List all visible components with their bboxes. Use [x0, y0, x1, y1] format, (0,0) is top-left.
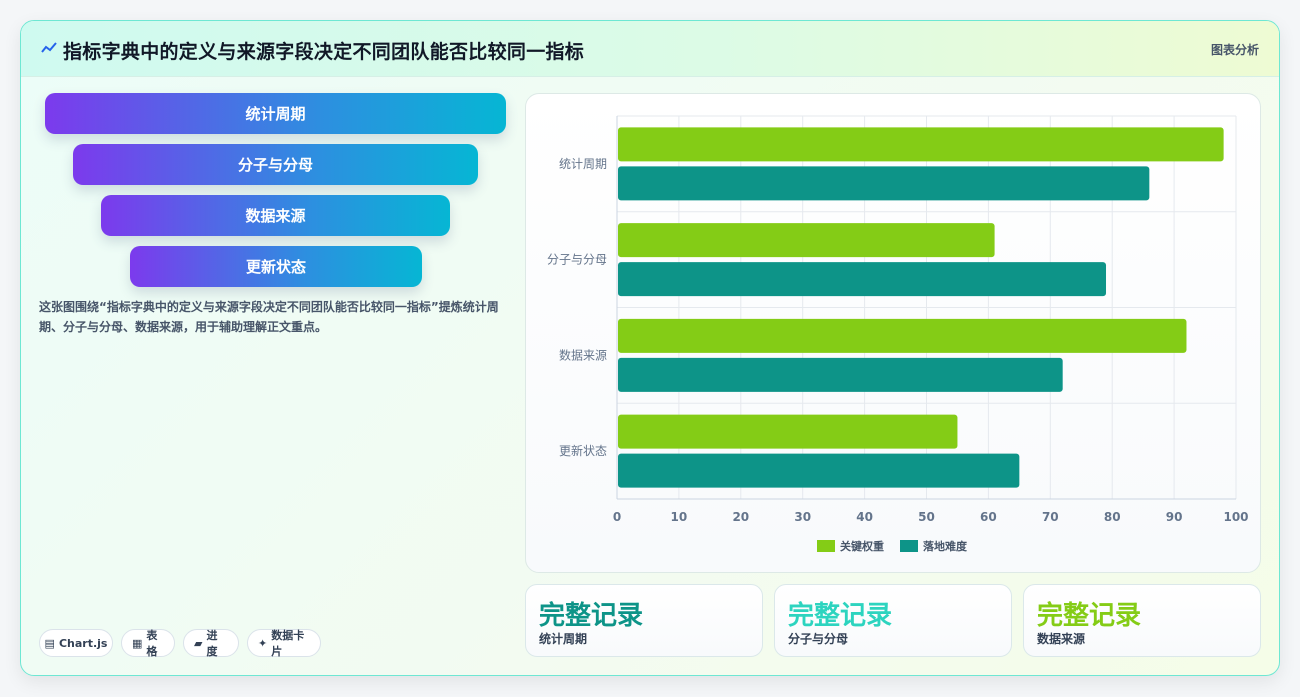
y-tick-label: 更新状态	[559, 443, 607, 458]
chart-analysis-tag: 图表分析	[1210, 43, 1259, 57]
legend-label: 落地难度	[923, 539, 968, 553]
bar	[618, 166, 1150, 201]
stat-label: 数据来源	[1037, 632, 1086, 646]
pill-chartjs[interactable]: ▤ Chart.js	[39, 629, 113, 657]
bar	[618, 357, 1063, 392]
pill-data-card[interactable]: ✦ 数据卡片	[247, 629, 321, 658]
progress-icon: ▰	[194, 636, 203, 650]
x-tick-label: 10	[671, 510, 688, 524]
legend-swatch	[900, 540, 918, 552]
x-tick-label: 90	[1166, 510, 1183, 524]
x-tick-label: 60	[980, 510, 997, 524]
bar	[618, 414, 958, 449]
page-title: 指标字典中的定义与来源字段决定不同团队能否比较同一指标	[63, 41, 585, 63]
pill-label: Chart.js	[58, 636, 108, 650]
pill-label: 进度	[206, 629, 218, 658]
x-tick-label: 50	[918, 510, 935, 524]
stat-value: 完整记录	[539, 601, 644, 631]
stat-label: 统计周期	[539, 632, 588, 646]
sparkle-icon: ✦	[258, 636, 268, 650]
x-tick-label: 40	[856, 510, 873, 524]
x-tick-label: 0	[613, 510, 621, 524]
header: 指标字典中的定义与来源字段决定不同团队能否比较同一指标 图表分析	[21, 21, 1279, 77]
stat-card-1: 完整记录 统计周期	[525, 584, 763, 657]
pill-label: 数据卡片	[271, 629, 305, 658]
bar	[618, 127, 1224, 162]
y-tick-label: 分子与分母	[547, 253, 607, 267]
stat-card-2: 完整记录 分子与分母	[774, 584, 1012, 657]
table-icon: ▦	[132, 636, 143, 650]
funnel-step-3[interactable]: 数据来源	[101, 195, 450, 236]
description-text: 这张图围绕“指标字典中的定义与来源字段决定不同团队能否比较同一指标”提炼统计周期…	[39, 300, 499, 334]
x-tick-label: 20	[732, 510, 749, 524]
funnel-step-1[interactable]: 统计周期	[45, 93, 506, 134]
y-tick-label: 数据来源	[559, 347, 607, 362]
main-card: 指标字典中的定义与来源字段决定不同团队能否比较同一指标 图表分析 统计周期 分子…	[20, 20, 1280, 676]
legend-label: 关键权重	[840, 539, 884, 553]
bar	[618, 453, 1020, 488]
bar-chart: 统计周期分子与分母数据来源更新状态 0 10 20 30 40 50 60 70 80 90 100 关…	[525, 93, 1261, 573]
x-tick-label: 70	[1042, 510, 1059, 524]
y-tick-label: 统计周期	[559, 157, 607, 171]
bar	[618, 223, 995, 258]
bar	[618, 262, 1107, 297]
bar	[618, 318, 1187, 353]
trend-icon	[41, 42, 57, 53]
stat-label: 分子与分母	[788, 632, 849, 646]
funnel-step-4[interactable]: 更新状态	[130, 246, 422, 287]
x-tick-label: 30	[794, 510, 811, 524]
pill-progress[interactable]: ▰ 进度	[183, 629, 239, 658]
chart-icon: ▤	[44, 636, 55, 650]
stat-card-3: 完整记录 数据来源	[1023, 584, 1261, 657]
funnel-step-2[interactable]: 分子与分母	[73, 144, 478, 185]
legend-swatch	[817, 540, 835, 552]
pill-table[interactable]: ▦ 表格	[121, 629, 175, 658]
stat-value: 完整记录	[1037, 601, 1142, 631]
x-tick-label: 80	[1104, 510, 1121, 524]
pill-label: 表格	[146, 629, 158, 658]
stat-value: 完整记录	[788, 601, 893, 631]
x-tick-label: 100	[1223, 510, 1248, 524]
